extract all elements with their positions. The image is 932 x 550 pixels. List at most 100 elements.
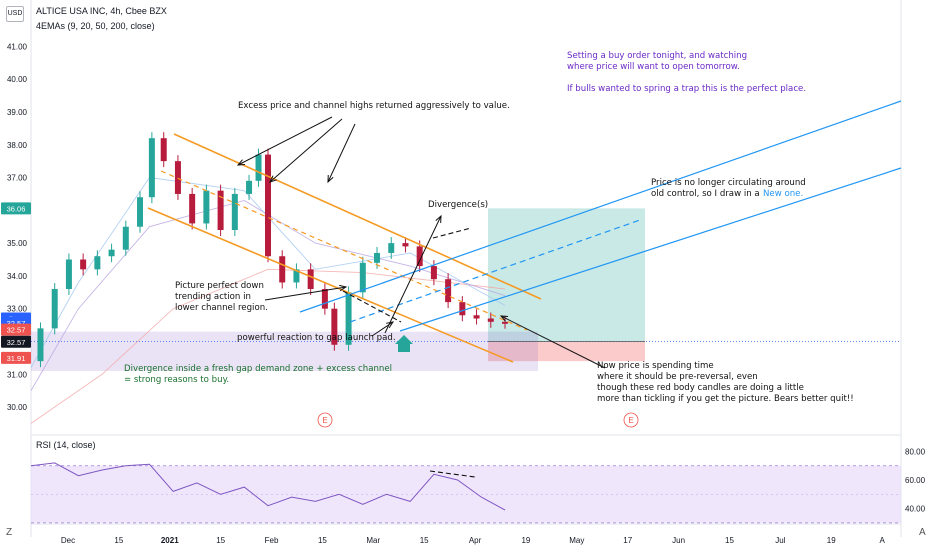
y-tick-label: 41.00: [7, 42, 28, 51]
time-axis-label: Mar: [366, 536, 380, 545]
arrow-now-price: [500, 315, 606, 369]
new-channel-lower-line: [399, 167, 902, 332]
time-axis-label: Jun: [672, 536, 685, 545]
note-excess: Excess price and channel highs returned …: [238, 101, 510, 111]
note-trap: If bulls wanted to spring a trap this is…: [567, 84, 807, 94]
candle-body: [487, 318, 494, 322]
candle-body: [122, 226, 129, 250]
price-tag-label: 31.91: [7, 354, 26, 363]
candle-body: [416, 246, 423, 267]
time-axis-label: Apr: [469, 536, 482, 545]
candle-body: [402, 243, 409, 247]
new-channel-upper-line: [299, 100, 902, 313]
candle-body: [94, 256, 101, 270]
time-axis-label: A: [879, 536, 885, 545]
time-axis-label: 15: [114, 536, 123, 545]
candle-body: [321, 289, 328, 309]
candle-body: [51, 289, 58, 329]
candle-body: [80, 259, 87, 270]
candle-body: [203, 190, 210, 224]
candle-body: [108, 249, 115, 257]
earnings-marker-label: E: [322, 416, 327, 425]
note-divergence: Divergence(s): [428, 200, 489, 210]
stop-zone: [488, 341, 645, 362]
currency-badge[interactable]: USD: [6, 6, 24, 22]
channel-mid-line: [160, 170, 528, 331]
arrow-excess-1: [237, 116, 333, 166]
candle-body: [374, 252, 381, 263]
time-axis-label: 15: [420, 536, 429, 545]
note-picture-perfect: Picture perfect down trending action in …: [175, 281, 268, 313]
ema-50-line: [30, 200, 506, 391]
arrow-excess-2: [269, 118, 343, 183]
divergence-dash-price: [432, 227, 472, 239]
arrow-excess-2-head: [269, 175, 277, 183]
price-tag-label: 32.57: [7, 326, 26, 335]
y-tick-label: 30.00: [7, 403, 28, 412]
candle-body: [160, 138, 167, 162]
y-tick-label: 31.00: [7, 370, 28, 379]
note-reaction: powerful reaction to gap launch pad.: [237, 333, 396, 343]
price-tag: [1, 335, 31, 348]
time-axis-label: 19: [827, 536, 836, 545]
channel-upper-line: [173, 133, 542, 300]
note-new-one: New one.: [763, 189, 804, 199]
candle-body: [137, 197, 144, 227]
earnings-marker: [623, 412, 639, 428]
y-tick-label: 34.00: [7, 272, 28, 281]
candle-body: [217, 190, 224, 230]
candle-body: [345, 292, 352, 345]
candle-body: [37, 328, 44, 362]
candle-body: [174, 161, 181, 194]
candle-body: [265, 154, 271, 257]
divergence-dash-low: [342, 290, 402, 323]
target-zone: [488, 208, 645, 342]
price-tag: [1, 351, 31, 364]
indicator-label[interactable]: 4EMAs (9, 20, 50, 200, close): [36, 21, 155, 31]
time-axis-label: Dec: [61, 536, 75, 545]
candle-body: [65, 259, 72, 290]
price-tag: [1, 202, 31, 215]
note-circulating: Price is no longer circulating around ol…: [651, 178, 806, 199]
candle-body: [246, 180, 253, 194]
candle-body: [189, 193, 196, 224]
arrow-now-price-head: [499, 315, 509, 322]
y-tick-label: 40.00: [7, 75, 28, 84]
candle-body: [255, 154, 262, 181]
channel-lower-line: [147, 207, 514, 363]
note-buy-order: Setting a buy order tonight, and watchin…: [567, 51, 748, 72]
time-axis-label: 17: [623, 536, 632, 545]
ema-20-line: [30, 177, 506, 368]
price-tag-label: 32.57: [7, 338, 26, 347]
price-tag-label: 36.06: [7, 204, 26, 213]
arrow-picture-perfect: [264, 286, 347, 301]
arrow-excess-3-head: [327, 174, 334, 184]
candle-body: [331, 308, 338, 345]
buy-arrow-head: [395, 335, 413, 344]
y-tick-label: 37.00: [7, 174, 28, 183]
zoom-icon[interactable]: Z: [6, 527, 13, 538]
candle-body: [307, 269, 314, 290]
rsi-tick-label: 40.00: [905, 505, 926, 514]
rsi-tick-label: 60.00: [905, 476, 926, 485]
candle-body: [459, 302, 466, 316]
y-tick-label: 33.00: [7, 305, 28, 314]
note-now-price: Now price is spending time where it shou…: [597, 361, 854, 404]
time-axis-label: May: [569, 536, 584, 545]
price-tag-label: 32.57: [7, 319, 26, 328]
gap-demand-zone: [31, 331, 538, 371]
arrow-excess-1-head: [236, 159, 246, 166]
arrow-reaction-head: [386, 321, 395, 329]
arrow-picture-perfect-head: [339, 284, 348, 292]
y-tick-label: 39.00: [7, 108, 28, 117]
candle-body: [445, 279, 452, 303]
candle-body: [293, 269, 300, 283]
time-axis-label: 15: [216, 536, 225, 545]
rsi-label[interactable]: RSI (14, close): [36, 440, 96, 450]
time-axis-label: 15: [725, 536, 734, 545]
ema-200-line: [30, 268, 506, 424]
time-axis-label: 19: [521, 536, 530, 545]
auto-scale-icon[interactable]: A: [919, 527, 926, 538]
y-tick-label: 38.00: [7, 141, 28, 150]
